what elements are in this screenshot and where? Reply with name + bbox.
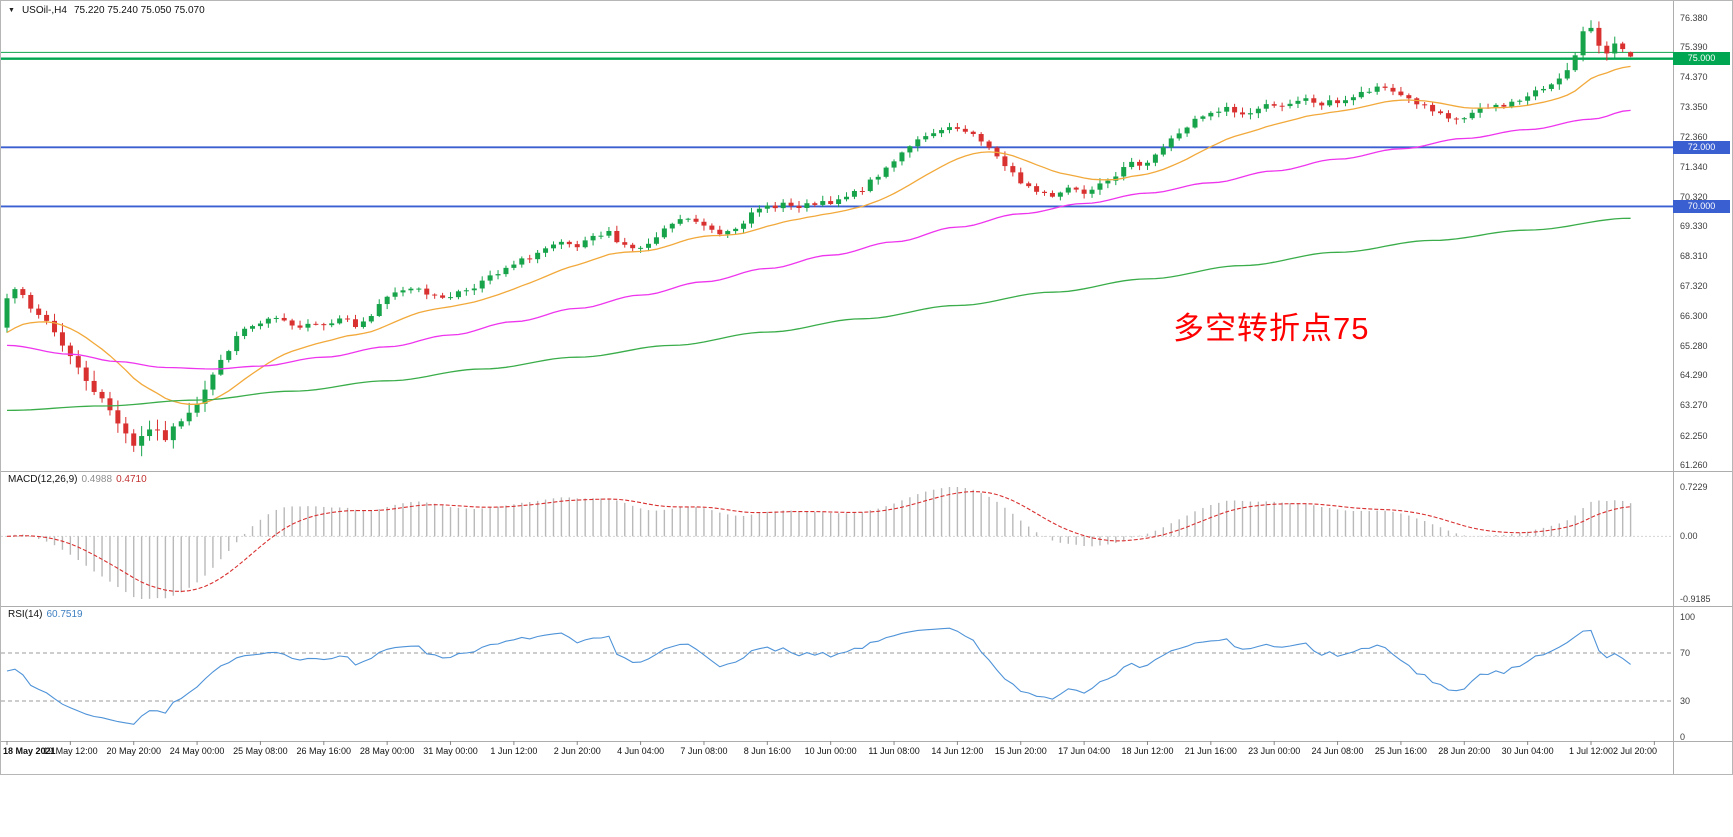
ma-slow-line — [6, 217, 1631, 412]
time-axis-label: 28 Jun 20:00 — [1438, 746, 1491, 756]
time-axis-label: 28 May 00:00 — [359, 746, 415, 756]
symbol-timeframe-label: USOil-,H4 — [21, 5, 67, 16]
scale-label: 67.320 — [1680, 280, 1708, 291]
scale-label: 76.380 — [1680, 12, 1708, 23]
price-chart-canvas[interactable] — [1, 1, 1733, 775]
time-axis-label: 26 May 16:00 — [296, 746, 352, 756]
scale-label: 0.00 — [1680, 531, 1698, 542]
price-badge: 72.000 — [1673, 140, 1730, 154]
macd-value-signal: 0.4710 — [116, 474, 147, 485]
time-axis-label: 24 May 00:00 — [169, 746, 225, 756]
scale-label: 70 — [1680, 648, 1691, 658]
scale-label: 62.250 — [1680, 430, 1708, 441]
chart-window: ▼ USOil-,H4 75.220 75.240 75.050 75.070 … — [0, 0, 1733, 775]
time-axis-label: 20 May 20:00 — [106, 746, 161, 756]
scale-label: 30 — [1680, 696, 1691, 706]
scale-label: 75.390 — [1680, 42, 1708, 53]
scale-label: 65.280 — [1680, 340, 1708, 351]
time-axis-label: 1 Jul 12:00 — [1568, 746, 1614, 756]
scale-label: 70.320 — [1680, 191, 1708, 202]
rsi-name: RSI(14) — [8, 609, 43, 620]
rsi-indicator-label: RSI(14) 60.7519 — [8, 609, 83, 620]
time-axis-label: 25 Jun 16:00 — [1374, 746, 1427, 756]
time-axis-label: 23 Jun 00:00 — [1248, 746, 1301, 756]
ma-medium-line — [6, 109, 1631, 370]
scale-label: 66.300 — [1680, 310, 1708, 321]
rsi-line — [6, 627, 1631, 725]
time-axis-label: 31 May 00:00 — [423, 746, 478, 756]
horizontal-lines[interactable] — [1, 51, 1673, 208]
scale-label: 74.370 — [1680, 72, 1708, 83]
scale-label: -0.9185 — [1680, 594, 1711, 604]
time-axis-label: 25 May 08:00 — [233, 746, 288, 756]
time-axis-label: 18 Jun 12:00 — [1121, 746, 1174, 756]
time-axis-label: 18 May 2021 — [3, 746, 56, 756]
macd-name: MACD(12,26,9) — [8, 474, 78, 485]
macd-indicator-label: MACD(12,26,9) 0.4988 0.4710 — [8, 474, 147, 485]
scale-label: 72.360 — [1680, 131, 1708, 142]
time-axis-label: 2 Jun 20:00 — [553, 746, 601, 756]
scale-label: 71.340 — [1680, 161, 1708, 172]
scale-label: 73.350 — [1680, 102, 1708, 113]
time-axis-label: 21 Jun 16:00 — [1184, 746, 1237, 756]
price-scale[interactable]: 76.380 75.390 74.370 73.350 72.360 71.340 70.3… — [1673, 1, 1732, 774]
time-axis-label: 15 Jun 20:00 — [994, 746, 1047, 756]
chart-header: ▼ USOil-,H4 75.220 75.240 75.050 75.070 — [8, 5, 205, 16]
time-axis[interactable]: 18 May 2021 19 May 12:00 20 May 20:00 24 Ma… — [1, 741, 1732, 774]
time-axis-label: 7 Jun 08:00 — [680, 746, 728, 756]
scale-label: 100 — [1680, 612, 1696, 622]
scale-label: 0.7229 — [1680, 482, 1708, 492]
candles — [4, 20, 1634, 457]
macd-value-main: 0.4988 — [81, 474, 113, 485]
time-axis-label: 8 Jun 16:00 — [743, 746, 791, 756]
time-axis-label: 4 Jun 04:00 — [617, 746, 665, 756]
time-axis-label: 1 Jun 12:00 — [490, 746, 538, 756]
price-badge: 70.000 — [1673, 199, 1730, 213]
symbol-dropdown-icon[interactable]: ▼ — [8, 6, 15, 14]
time-axis-label: 17 Jun 04:00 — [1058, 746, 1111, 756]
ohlc-values: 75.220 75.240 75.050 75.070 — [73, 5, 205, 16]
scale-label: 69.330 — [1680, 221, 1708, 232]
time-axis-label: 14 Jun 12:00 — [931, 746, 984, 756]
time-axis-label: 19 May 12:00 — [43, 746, 98, 756]
scale-label: 61.260 — [1680, 459, 1708, 470]
rsi-value: 60.7519 — [46, 609, 83, 620]
macd-histogram — [14, 487, 1632, 599]
scale-label: 64.290 — [1680, 370, 1708, 381]
time-axis-label: 11 Jun 08:00 — [868, 746, 920, 756]
scale-label: 0 — [1680, 732, 1686, 742]
scale-label: 68.310 — [1680, 251, 1708, 262]
time-axis-label: 24 Jun 08:00 — [1311, 746, 1364, 756]
scale-label: 63.270 — [1680, 400, 1708, 411]
ma-fast-line — [6, 65, 1631, 405]
time-axis-label: 10 Jun 00:00 — [804, 746, 857, 756]
time-axis-label: 30 Jun 04:00 — [1501, 746, 1554, 756]
macd-signal-line — [6, 491, 1631, 592]
price-badge: 75.000 — [1673, 52, 1730, 66]
annotation-text[interactable]: 多空转折点75 — [1173, 311, 1370, 346]
time-axis-label: 2 Jul 20:00 — [1612, 746, 1658, 756]
